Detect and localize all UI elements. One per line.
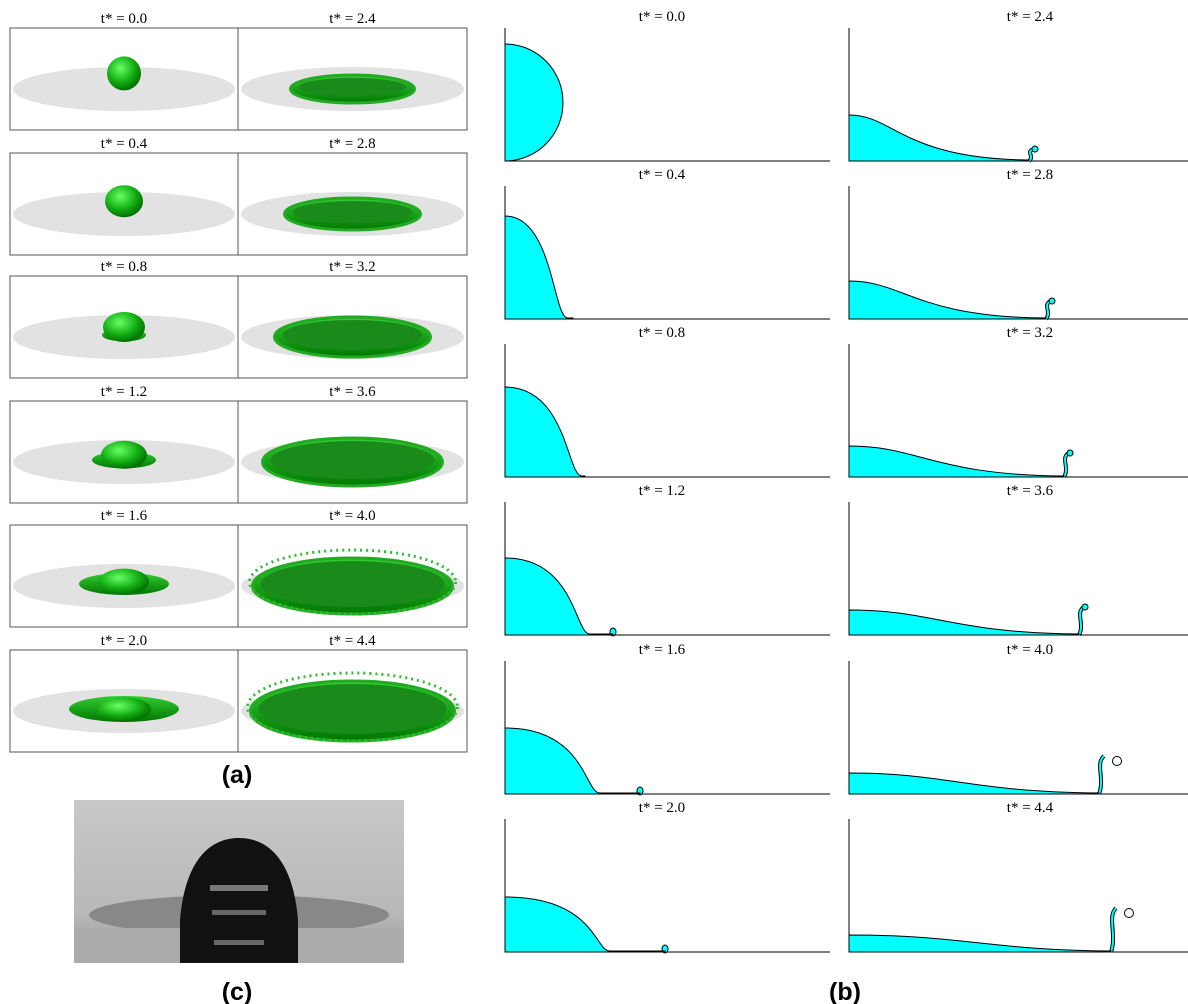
figure: t* = 0.0 t* = 0.4 t* = 0.8 t* = 1.2 t* = 1.6… bbox=[0, 0, 1188, 1004]
panel-label: (b) bbox=[829, 978, 861, 1004]
satellite bbox=[1125, 909, 1134, 918]
frame-label: t* = 0.0 bbox=[639, 9, 685, 25]
droplet bbox=[99, 569, 149, 595]
lamella-inner bbox=[299, 78, 407, 96]
droplet bbox=[101, 441, 147, 469]
frame-label: t* = 0.0 bbox=[101, 11, 147, 27]
droplet bbox=[505, 216, 573, 319]
frame-label: t* = 2.4 bbox=[329, 11, 376, 27]
frame-label: t* = 2.8 bbox=[1007, 167, 1053, 183]
droplet bbox=[849, 773, 1099, 794]
lamella-inner bbox=[261, 561, 445, 607]
lamella-inner bbox=[293, 201, 413, 223]
rim bbox=[1032, 146, 1038, 152]
frame-label: t* = 3.6 bbox=[1007, 483, 1054, 499]
lamella-inner bbox=[259, 684, 447, 734]
rim bbox=[1049, 298, 1055, 304]
lamella-inner bbox=[283, 320, 423, 350]
photo bbox=[74, 800, 404, 963]
satellite bbox=[1113, 757, 1122, 766]
frame-label: t* = 0.4 bbox=[101, 136, 148, 152]
panel-label: (a) bbox=[222, 761, 253, 789]
panel-label: (c) bbox=[222, 978, 253, 1004]
droplet bbox=[107, 56, 141, 90]
droplet bbox=[849, 446, 1064, 477]
lamella-inner bbox=[271, 441, 435, 479]
rim bbox=[1067, 450, 1073, 456]
frame-label: t* = 4.0 bbox=[329, 508, 375, 524]
droplet bbox=[105, 185, 143, 217]
frame-label: t* = 1.2 bbox=[101, 384, 147, 400]
frame-label: t* = 1.6 bbox=[639, 642, 686, 658]
droplet bbox=[505, 44, 563, 161]
frame-label: t* = 0.8 bbox=[639, 325, 685, 341]
frame-label: t* = 4.4 bbox=[1007, 800, 1054, 816]
frame-label: t* = 2.0 bbox=[101, 633, 147, 649]
frame-label: t* = 0.8 bbox=[101, 259, 147, 275]
frame-label: t* = 1.2 bbox=[639, 483, 685, 499]
frame-label: t* = 2.4 bbox=[1007, 9, 1054, 25]
rim bbox=[1082, 604, 1088, 610]
frame-label: t* = 3.6 bbox=[329, 384, 376, 400]
droplet bbox=[505, 728, 640, 794]
page: t* = 0.0 t* = 0.4 t* = 0.8 t* = 1.2 t* = 1.6… bbox=[0, 0, 1188, 1004]
droplet bbox=[103, 312, 145, 342]
frame-label: t* = 4.4 bbox=[329, 633, 376, 649]
droplet bbox=[849, 935, 1111, 952]
frame-label: t* = 2.8 bbox=[329, 136, 375, 152]
droplet bbox=[505, 558, 613, 635]
frame-label: t* = 1.6 bbox=[101, 508, 148, 524]
frame-label: t* = 2.0 bbox=[639, 800, 685, 816]
frame-label: t* = 0.4 bbox=[639, 167, 686, 183]
droplet bbox=[505, 897, 665, 952]
droplet bbox=[97, 697, 151, 721]
frame-label: t* = 3.2 bbox=[329, 259, 375, 275]
droplet bbox=[505, 387, 585, 477]
frame-label: t* = 3.2 bbox=[1007, 325, 1053, 341]
droplet bbox=[849, 610, 1079, 635]
droplet bbox=[849, 115, 1029, 161]
frame-label: t* = 4.0 bbox=[1007, 642, 1053, 658]
droplet bbox=[849, 281, 1046, 319]
